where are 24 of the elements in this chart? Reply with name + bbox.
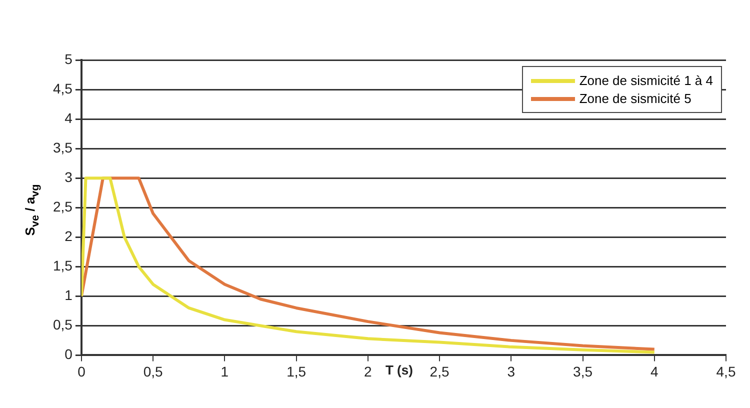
x-tick-label: 2 (364, 363, 372, 380)
x-tick-label: 3,5 (573, 363, 593, 380)
y-tick-label: 4 (64, 110, 73, 126)
y-tick-label: 5 (64, 50, 73, 67)
legend-label: Zone de sismicité 5 (579, 91, 692, 106)
y-tick-label: 1 (64, 287, 73, 304)
y-tick-label: 4,5 (52, 80, 73, 96)
x-tick-label: 0,5 (143, 363, 164, 380)
x-tick-label: 2,5 (430, 363, 450, 380)
y-tick-label: 1,5 (52, 258, 73, 274)
y-tick-label: 2 (64, 228, 73, 244)
x-tick-label: 4 (650, 363, 658, 380)
y-tick-label: 3,5 (52, 139, 73, 156)
y-tick-label: 2,5 (52, 198, 73, 214)
x-tick-label: 0 (78, 363, 86, 380)
x-axis-title: T (s) (385, 362, 413, 378)
y-tick-label: 0,5 (52, 316, 73, 333)
legend-label: Zone de sismicité 1 à 4 (579, 73, 713, 88)
y-tick-label: 3 (64, 168, 73, 185)
x-tick-label: 3 (507, 363, 516, 380)
y-tick-label: 0 (64, 346, 73, 362)
x-tick-label: 4,5 (716, 363, 736, 380)
x-tick-label: 1,5 (286, 363, 306, 380)
x-tick-label: 1 (220, 363, 229, 380)
